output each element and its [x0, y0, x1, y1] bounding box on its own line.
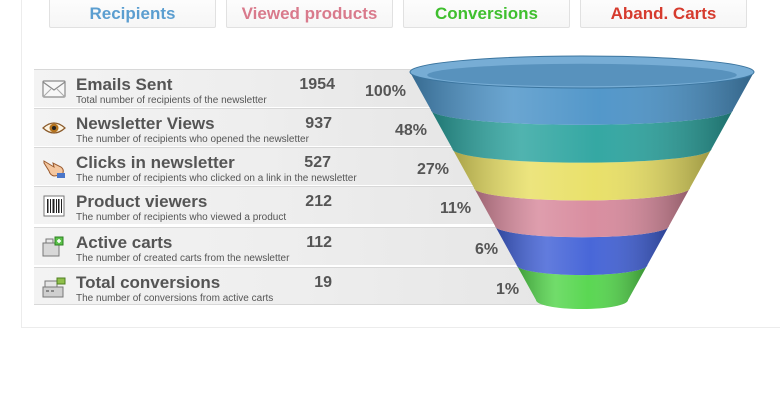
- kpi-label: Conversions: [435, 4, 538, 23]
- funnel-segment-1[interactable]: [431, 110, 733, 163]
- stage-count: 19: [314, 274, 332, 291]
- stage-percent: 11%: [440, 200, 472, 217]
- funnel-top-inner: [427, 63, 737, 87]
- stage-description: The number of recipients who opened the …: [76, 134, 309, 145]
- envelope-icon: [42, 80, 66, 98]
- stage-count: 1954: [299, 76, 335, 93]
- stage-row-product-viewers[interactable]: Product viewers The number of recipients…: [34, 186, 510, 224]
- stage-row-newsletter-views[interactable]: Newsletter Views The number of recipient…: [34, 108, 464, 146]
- cart-icon: [42, 236, 64, 257]
- stage-percent: 48%: [395, 122, 428, 139]
- pointing-hand-icon: [43, 160, 65, 178]
- stage-row-emails-sent[interactable]: Emails Sent Total number of recipients o…: [34, 69, 440, 107]
- funnel-segment-shading: [516, 265, 648, 309]
- stage-count: 112: [306, 234, 332, 251]
- stage-description: The number of conversions from active ca…: [76, 293, 274, 304]
- stage-name: Newsletter Views: [76, 114, 215, 133]
- kpi-viewed-products[interactable]: — (—) — Viewed products: [226, 0, 393, 28]
- funnel-segment-0[interactable]: [409, 55, 755, 125]
- stage-row-total-conversions[interactable]: Total conversions The number of conversi…: [34, 267, 550, 305]
- stage-percent: 100%: [365, 83, 406, 100]
- kpi-abandoned-carts[interactable]: — (—) — Aband. Carts: [580, 0, 747, 28]
- stage-percent: 6%: [475, 241, 499, 258]
- barcode-icon: [43, 195, 65, 217]
- stage-count: 212: [305, 193, 332, 210]
- stage-name: Total conversions: [76, 273, 221, 292]
- stage-name: Clicks in newsletter: [76, 153, 235, 172]
- stage-count: 937: [305, 115, 332, 132]
- stage-percent: 1%: [496, 281, 520, 298]
- funnel-segment-shading: [495, 226, 669, 276]
- kpi-label: Viewed products: [241, 4, 378, 23]
- funnel-segment-shading: [410, 72, 754, 125]
- stage-percent: 27%: [417, 161, 450, 178]
- stage-row-clicks-in-newsletter[interactable]: Clicks in newsletter The number of recip…: [34, 147, 490, 185]
- stage-description: The number of recipients who clicked on …: [76, 173, 357, 184]
- funnel-segment-5[interactable]: [516, 265, 648, 309]
- funnel-segment-shading: [474, 188, 690, 238]
- kpi-conversions[interactable]: — (—) — Conversions: [403, 0, 570, 28]
- cash-register-icon: [42, 277, 66, 298]
- stage-name: Product viewers: [76, 192, 208, 211]
- stage-description: The number of recipients who viewed a pr…: [76, 212, 287, 223]
- stage-row-active-carts[interactable]: Active carts The number of created carts…: [34, 227, 528, 265]
- funnel-segment-4[interactable]: [495, 226, 669, 276]
- eye-icon: [42, 122, 66, 134]
- kpi-label: Aband. Carts: [610, 4, 717, 23]
- stage-name: Emails Sent: [76, 75, 173, 94]
- kpi-recipients[interactable]: — (—) — Recipients: [49, 0, 216, 28]
- stage-name: Active carts: [76, 233, 173, 252]
- funnel-segment-2[interactable]: [452, 149, 712, 201]
- stage-count: 527: [304, 154, 331, 171]
- funnel-segment-3[interactable]: [474, 188, 690, 238]
- stage-description: The number of created carts from the new…: [76, 253, 290, 264]
- stage-description: Total number of recipients of the newsle…: [76, 95, 267, 106]
- funnel-segment-shading: [431, 110, 733, 163]
- kpi-label: Recipients: [89, 4, 176, 23]
- funnel-segment-shading: [452, 149, 712, 201]
